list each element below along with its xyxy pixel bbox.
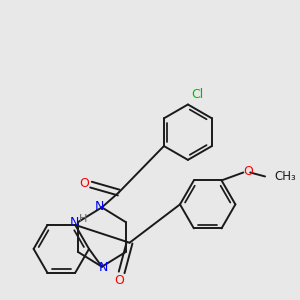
Text: N: N — [95, 200, 105, 213]
Text: O: O — [115, 274, 124, 287]
Text: CH₃: CH₃ — [274, 170, 296, 183]
Text: N: N — [70, 216, 79, 230]
Text: N: N — [99, 261, 109, 274]
Text: Cl: Cl — [191, 88, 203, 100]
Text: O: O — [243, 165, 253, 178]
Text: H: H — [79, 214, 87, 224]
Text: O: O — [79, 177, 89, 190]
